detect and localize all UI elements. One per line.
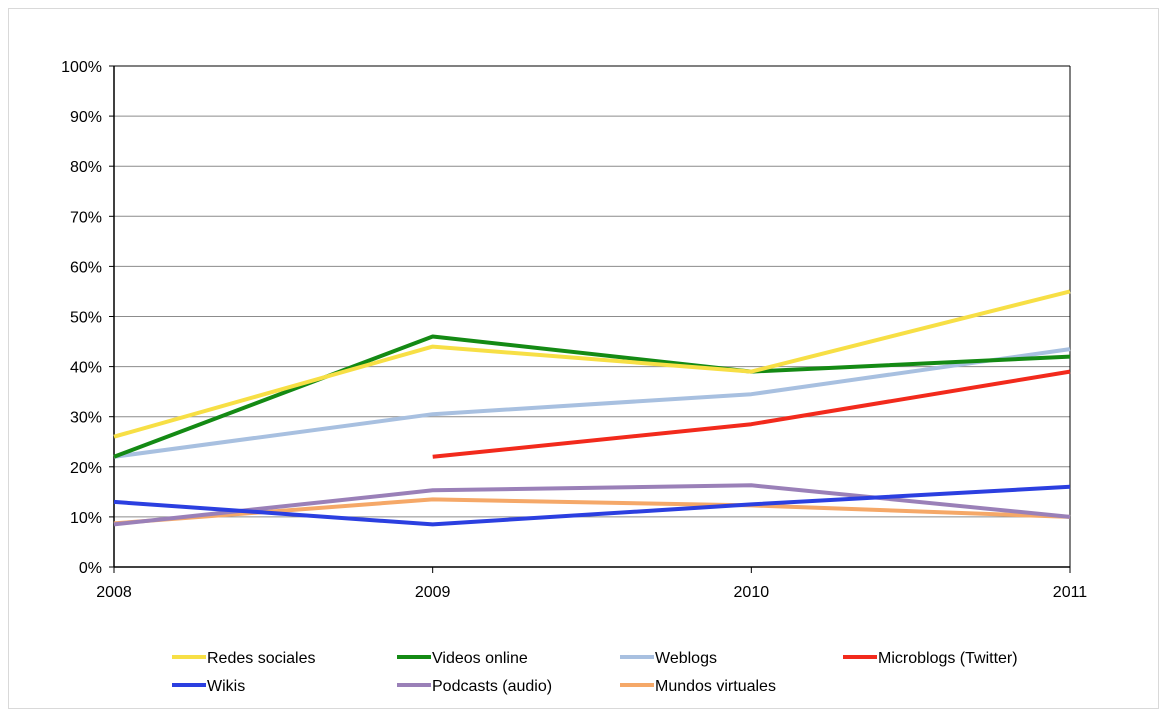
legend-label: Weblogs <box>655 650 717 667</box>
legend-label: Microblogs (Twitter) <box>878 650 1018 667</box>
legend-item-weblogs: Weblogs <box>620 650 717 667</box>
legend-item-podcasts-audio: Podcasts (audio) <box>397 678 552 695</box>
y-tick-label: 80% <box>70 159 102 176</box>
series-line-weblogs <box>113 347 1071 459</box>
legend-item-videos-online: Videos online <box>397 650 528 667</box>
y-tick-label: 0% <box>79 560 102 577</box>
legend-item-mundos-virtuales: Mundos virtuales <box>620 678 776 695</box>
legend-label: Wikis <box>207 678 245 695</box>
x-tick-label: 2011 <box>1053 584 1088 601</box>
series-line-podcasts-audio <box>113 483 1071 527</box>
x-tick-label: 2009 <box>415 584 451 601</box>
y-tick-label: 90% <box>70 109 102 126</box>
legend-label: Mundos virtuales <box>655 678 776 695</box>
y-axis-ticks: 0% 10% 20% 30% 40% 50% 60% 70% 80% 90% 100% <box>61 59 114 577</box>
series-line-microblogs-twitter <box>432 369 1071 459</box>
legend: Redes sociales Videos online Weblogs Microb… <box>172 650 1018 695</box>
series-line-wikis <box>113 484 1071 527</box>
y-tick-label: 30% <box>70 410 102 427</box>
y-tick-label: 10% <box>70 510 102 527</box>
y-tick-label: 60% <box>70 259 102 276</box>
y-tick-label: 100% <box>61 59 102 76</box>
legend-item-wikis: Wikis <box>172 678 245 695</box>
x-tick-label: 2008 <box>96 584 132 601</box>
y-tick-label: 70% <box>70 209 102 226</box>
x-axis-ticks: 2008 2009 2010 2011 <box>96 567 1087 601</box>
x-tick-label: 2010 <box>734 584 770 601</box>
legend-label: Redes sociales <box>207 650 316 667</box>
series-lines <box>113 289 1071 527</box>
legend-item-microblogs-twitter: Microblogs (Twitter) <box>843 650 1018 667</box>
legend-label: Videos online <box>432 650 528 667</box>
series-line-videos-online <box>113 334 1071 459</box>
y-tick-label: 40% <box>70 360 102 377</box>
legend-label: Podcasts (audio) <box>432 678 552 695</box>
legend-item-redes-sociales: Redes sociales <box>172 650 316 667</box>
series-line-redes-sociales <box>113 289 1071 439</box>
y-tick-label: 20% <box>70 460 102 477</box>
y-tick-label: 50% <box>70 310 102 327</box>
gridlines <box>113 65 1071 568</box>
